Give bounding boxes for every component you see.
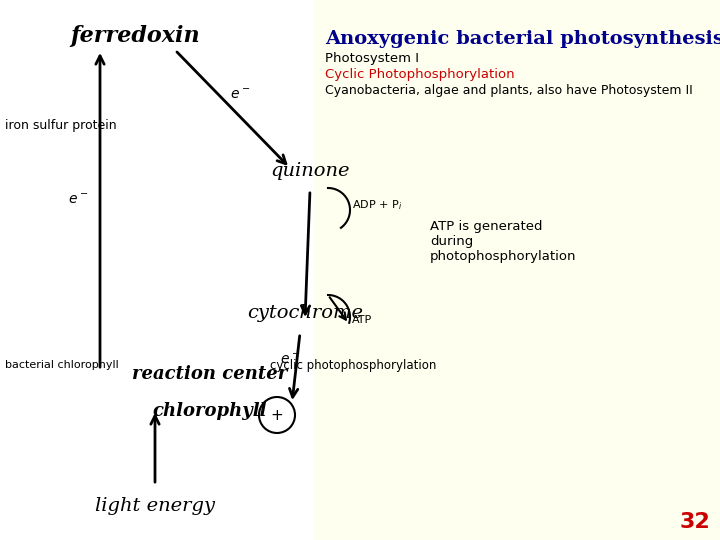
Text: cytochrome: cytochrome [247,304,363,322]
Text: ferredoxin: ferredoxin [70,25,200,47]
Text: Photosystem I: Photosystem I [325,52,419,65]
Bar [313,0,720,540]
Text: 32: 32 [679,512,710,532]
Text: chlorophyll: chlorophyll [153,402,267,420]
Text: bacterial chlorophyll: bacterial chlorophyll [5,360,119,370]
Text: reaction center: reaction center [132,365,287,383]
Text: $e^-$: $e^-$ [68,193,88,207]
Text: Anoxygenic bacterial photosynthesis: Anoxygenic bacterial photosynthesis [325,30,720,48]
Text: $e^-$: $e^-$ [280,353,300,367]
Text: quinone: quinone [270,162,350,180]
Text: ADP + P$_i$: ADP + P$_i$ [352,198,402,212]
Text: iron sulfur protein: iron sulfur protein [5,118,117,132]
Text: light energy: light energy [95,497,215,515]
Text: Cyclic Photophosphorylation: Cyclic Photophosphorylation [325,68,515,81]
Text: cyclic photophosphorylation: cyclic photophosphorylation [270,359,436,372]
Text: $e^-$: $e^-$ [230,88,250,102]
Text: +: + [271,408,284,422]
Text: Cyanobacteria, algae and plants, also have Photosystem II: Cyanobacteria, algae and plants, also ha… [325,84,693,97]
Text: ATP is generated
during
photophosphorylation: ATP is generated during photophosphoryla… [430,220,577,263]
Text: ATP: ATP [352,315,372,325]
